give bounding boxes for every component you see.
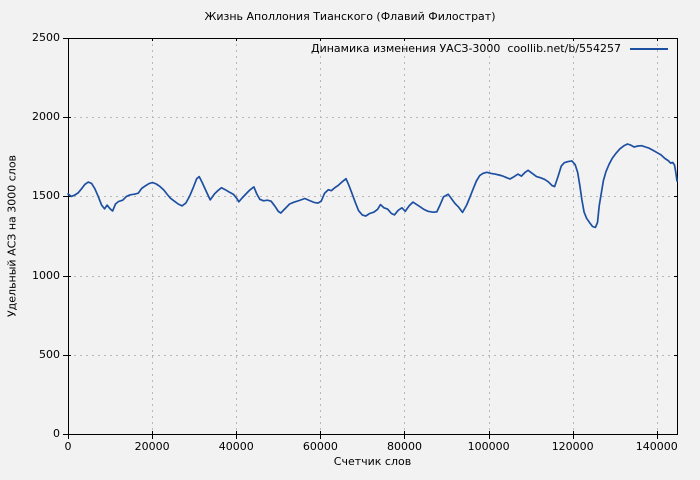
legend-label: Динамика изменения УАСЗ-3000 coollib.net… — [311, 42, 621, 55]
legend: Динамика изменения УАСЗ-3000 coollib.net… — [311, 42, 668, 55]
plot-border — [68, 38, 678, 435]
x-tick-label: 80000 — [386, 440, 422, 453]
y-tick-label: 500 — [39, 347, 60, 361]
x-tick-label: 120000 — [551, 440, 594, 453]
y-tick-label: 2500 — [32, 31, 60, 44]
chart-title: Жизнь Аполлония Тианского (Флавий Филост… — [204, 10, 496, 23]
x-tick-label: 0 — [64, 440, 72, 453]
y-tick-label: 1500 — [32, 189, 60, 203]
x-tick-label: 60000 — [302, 440, 338, 453]
series-line — [67, 143, 678, 229]
y-axis-label-text: Удельный АСЗ на 3000 слов — [5, 154, 19, 318]
x-tick-label: 20000 — [134, 440, 170, 453]
y-tick-label: 0 — [53, 427, 60, 440]
y-tick-label: 2000 — [32, 110, 60, 124]
x-tick-label: 140000 — [635, 440, 678, 453]
x-tick-label: 100000 — [467, 440, 510, 453]
legend-line-sample-icon — [630, 47, 668, 50]
x-axis-label: Счетчик слов — [333, 455, 412, 468]
y-tick-label: 1000 — [32, 268, 60, 282]
x-tick-label: 40000 — [218, 440, 254, 453]
